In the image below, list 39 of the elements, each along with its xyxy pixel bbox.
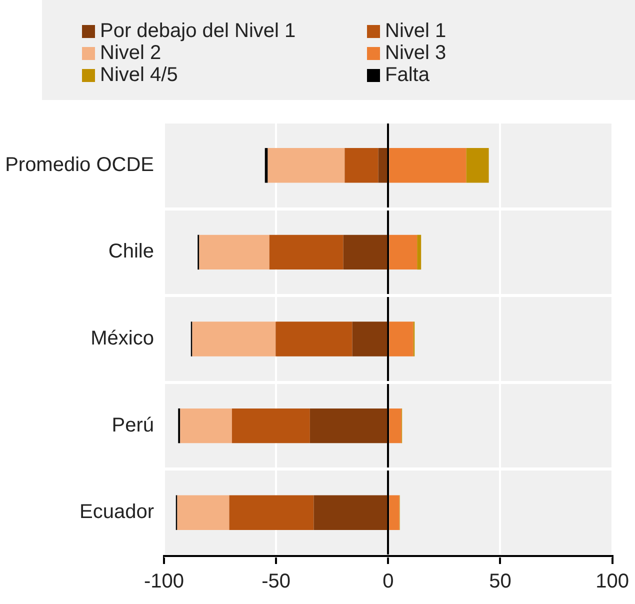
bar bbox=[344, 148, 378, 183]
legend-label: Nivel 1 bbox=[385, 20, 446, 42]
x-tick-label: 100 bbox=[596, 570, 630, 593]
bar bbox=[177, 495, 230, 530]
bar bbox=[378, 148, 388, 183]
bar bbox=[276, 322, 352, 356]
legend-label: Falta bbox=[385, 64, 430, 86]
legend-label: Nivel 3 bbox=[385, 42, 446, 64]
bar bbox=[268, 148, 345, 183]
bar bbox=[389, 234, 418, 270]
bar bbox=[264, 148, 268, 183]
bar bbox=[232, 408, 310, 444]
y-tick-label: Promedio OCDE bbox=[5, 154, 154, 176]
y-tick-label: Ecuador bbox=[80, 501, 154, 524]
bar bbox=[269, 234, 344, 270]
bar bbox=[389, 408, 402, 444]
bar bbox=[389, 322, 414, 356]
legend-label: Por debajo del Nivel 1 bbox=[100, 20, 296, 42]
x-tick-label: 0 bbox=[382, 570, 394, 593]
y-tick-label: Chile bbox=[108, 240, 154, 263]
bar bbox=[466, 148, 489, 183]
y-tick-label: México bbox=[90, 328, 154, 350]
bar bbox=[352, 322, 388, 356]
x-tick-label: -50 bbox=[262, 570, 291, 593]
bar bbox=[389, 495, 400, 530]
bar bbox=[229, 495, 314, 530]
bar bbox=[389, 148, 466, 183]
bar bbox=[343, 234, 388, 270]
bar bbox=[192, 322, 276, 356]
bar bbox=[310, 408, 388, 444]
x-tick-label: 50 bbox=[489, 570, 512, 593]
y-tick-label: Perú bbox=[112, 414, 154, 436]
bar bbox=[314, 495, 388, 530]
legend-label: Nivel 4/5 bbox=[100, 64, 178, 86]
bar bbox=[180, 408, 232, 444]
bar bbox=[417, 234, 422, 270]
legend-label: Nivel 2 bbox=[100, 42, 162, 64]
x-tick-label: -100 bbox=[144, 570, 184, 593]
bar bbox=[199, 234, 270, 270]
